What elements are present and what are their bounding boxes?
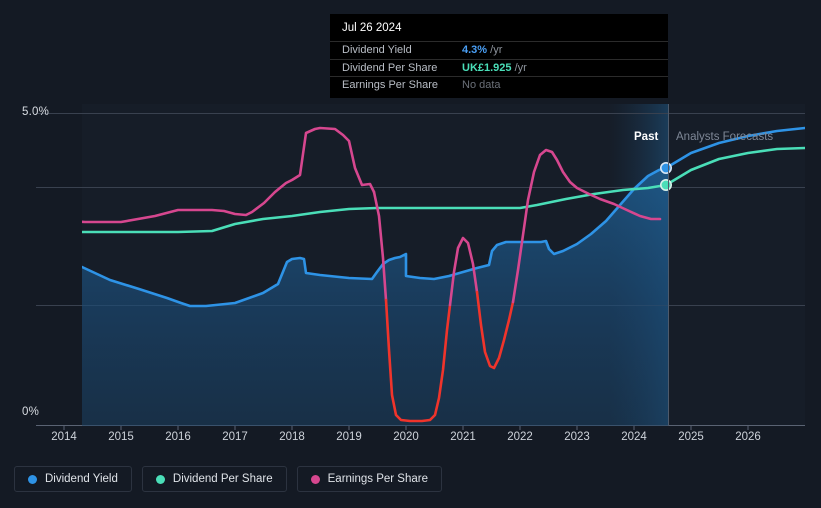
legend-dot-icon-dividend-per-share bbox=[155, 474, 165, 484]
tooltip-label-dividend-yield: Dividend Yield bbox=[342, 44, 412, 57]
chart-tooltip: Jul 26 2024 Dividend Yield 4.3% /yr Divi… bbox=[330, 14, 668, 98]
x-axis-label-2022: 2022 bbox=[507, 431, 533, 443]
tooltip-row-dividend-yield: Dividend Yield 4.3% /yr bbox=[330, 41, 668, 59]
legend-item-dividend-yield[interactable]: Dividend Yield bbox=[14, 466, 132, 492]
tooltip-label-earnings-per-share: Earnings Per Share bbox=[342, 79, 438, 92]
earnings-per-share-line-negative-a bbox=[384, 298, 452, 423]
x-axis-label-2023: 2023 bbox=[564, 431, 590, 443]
x-axis-label-2015: 2015 bbox=[108, 431, 134, 443]
x-axis-label-2018: 2018 bbox=[279, 431, 305, 443]
tooltip-value-number-dividend-per-share: UK£1.925 bbox=[462, 61, 512, 74]
legend-item-dividend-per-share[interactable]: Dividend Per Share bbox=[141, 466, 287, 492]
dividend-per-share-marker[interactable] bbox=[659, 179, 672, 192]
x-axis-label-2021: 2021 bbox=[450, 431, 476, 443]
y-axis-label-zero: 0% bbox=[22, 406, 40, 418]
earnings-per-share-line-transition-c bbox=[511, 148, 662, 304]
x-axis-label-2024: 2024 bbox=[621, 431, 647, 443]
legend-dot-icon-dividend-yield bbox=[28, 474, 37, 484]
tooltip-value-unit-dividend-per-share: /yr bbox=[511, 61, 527, 74]
earnings-per-share-line-positive-a bbox=[82, 126, 376, 224]
x-axis-label-2020: 2020 bbox=[393, 431, 419, 443]
x-axis-label-2014: 2014 bbox=[51, 431, 77, 443]
earnings-per-share-line-transition-b bbox=[448, 236, 479, 307]
tooltip-value-number-dividend-yield: 4.3% bbox=[462, 44, 488, 57]
legend-label-earnings-per-share: Earnings Per Share bbox=[327, 473, 428, 485]
past-region-label: Past bbox=[634, 131, 659, 143]
dividend-per-share-line bbox=[82, 146, 805, 234]
tooltip-row-dividend-per-share: Dividend Per Share UK£1.925 /yr bbox=[330, 58, 668, 77]
tooltip-label-dividend-per-share: Dividend Per Share bbox=[342, 61, 438, 74]
chart-legend: Dividend Yield Dividend Per Share Earnin… bbox=[14, 466, 442, 492]
x-axis-label-2019: 2019 bbox=[336, 431, 362, 443]
legend-item-earnings-per-share[interactable]: Earnings Per Share bbox=[296, 466, 442, 492]
tooltip-date: Jul 26 2024 bbox=[342, 22, 402, 34]
dividend-yield-marker[interactable] bbox=[659, 162, 672, 175]
analysts-forecasts-region-label: Analysts Forecasts bbox=[676, 131, 774, 143]
x-axis-ticks bbox=[63, 425, 749, 430]
tooltip-row-earnings-per-share: Earnings Per Share No data bbox=[330, 76, 668, 94]
legend-dot-icon-earnings-per-share bbox=[310, 474, 320, 484]
x-axis-label-2016: 2016 bbox=[165, 431, 191, 443]
earnings-per-share-line-transition-a bbox=[372, 190, 388, 302]
tooltip-value-unit-dividend-yield: /yr bbox=[487, 44, 503, 57]
x-axis-label-2026: 2026 bbox=[735, 431, 761, 443]
tooltip-value-earnings-per-share: No data bbox=[462, 79, 501, 92]
earnings-per-share-line-negative-b bbox=[475, 290, 515, 370]
tooltip-value-dividend-per-share: UK£1.925 /yr bbox=[462, 62, 527, 74]
dividend-yield-line bbox=[82, 126, 805, 308]
legend-label-dividend-per-share: Dividend Per Share bbox=[172, 473, 273, 485]
x-axis-label-2017: 2017 bbox=[222, 431, 248, 443]
y-axis-label-top: 5.0% bbox=[22, 106, 50, 118]
legend-label-dividend-yield: Dividend Yield bbox=[45, 473, 118, 485]
dividend-yield-area bbox=[82, 168, 668, 426]
x-axis-label-2025: 2025 bbox=[678, 431, 704, 443]
tooltip-value-dividend-yield: 4.3% /yr bbox=[462, 44, 502, 56]
